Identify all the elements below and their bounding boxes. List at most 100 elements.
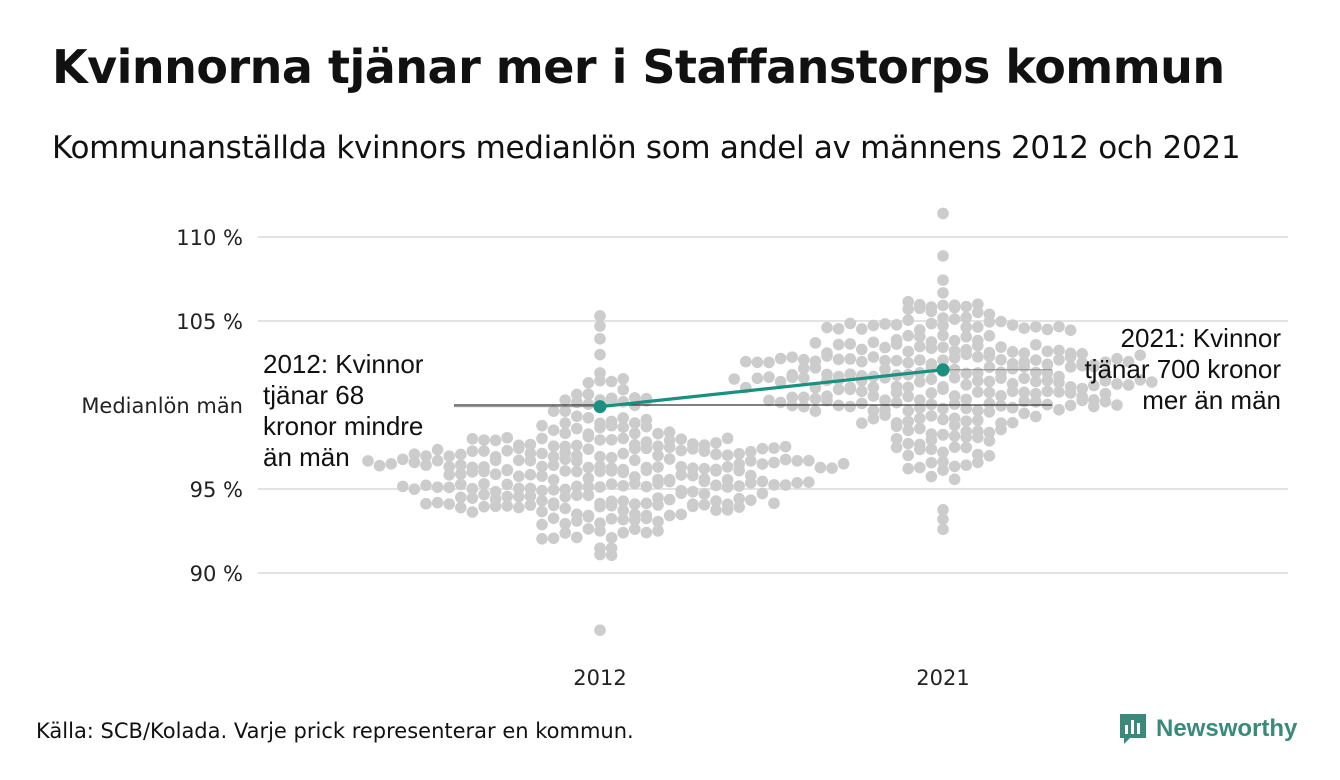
municipality-dot [617,466,629,479]
municipality-dot [408,456,421,469]
annotation-2012-line: kronor mindre [263,411,423,441]
municipality-dot [547,474,560,486]
municipality-dot [983,375,996,388]
municipality-dot [605,512,618,525]
municipality-dot [559,527,571,539]
brand-name: Newsworthy [1156,715,1298,742]
municipality-dot [914,340,926,353]
municipality-dot [937,287,949,299]
municipality-dot [455,501,467,514]
x-tick-label: 2021 [916,666,969,690]
municipality-dot [513,490,525,503]
municipality-dot [629,417,641,429]
municipality-dot [629,523,641,535]
municipality-dot [1030,410,1042,423]
municipality-dot [582,398,595,411]
municipality-dot [1006,346,1019,358]
municipality-dot [733,492,745,505]
axis-labels: 90 % 95 % 105 % 110 % Medianlön män 2012 2021 2… [81,226,1281,690]
municipality-dot [1076,347,1088,360]
municipality-dot [774,352,787,365]
municipality-dot [751,372,764,385]
municipality-dot [879,318,891,330]
municipality-dot [925,398,938,411]
municipality-dot [902,345,914,358]
municipality-dot [983,450,996,462]
municipality-dot [995,372,1007,384]
municipality-dot [455,491,467,504]
brand-logo[interactable]: Newsworthy [1118,712,1297,746]
municipality-dot [617,421,629,433]
municipality-dot [455,468,467,480]
municipality-dot [617,526,629,539]
municipality-dot [914,443,926,456]
municipality-dot [663,509,676,522]
municipality-dot [617,383,629,396]
municipality-dot [605,433,618,446]
municipality-dot [663,441,676,454]
municipality-dot [687,443,699,455]
municipality-dot [983,386,996,399]
municipality-dot [1041,385,1054,398]
municipality-dot [890,338,903,350]
municipality-dot [774,396,787,409]
municipality-dot [547,405,560,417]
municipality-dot [710,495,722,507]
municipality-dot [1030,387,1042,400]
municipality-dot [571,531,583,544]
municipality-dot [879,341,891,354]
municipality-dot [594,374,606,387]
municipality-dot [466,445,479,457]
municipality-dot [763,394,775,407]
municipality-dot [559,502,571,515]
municipality-dot [547,459,560,472]
municipality-dot [856,355,868,368]
municipality-dot [455,448,467,461]
municipality-dot [798,353,810,366]
municipality-dot [925,305,938,318]
municipality-dot [733,464,745,477]
municipality-dot [431,481,444,493]
municipality-dot [960,367,972,380]
municipality-dot [617,495,629,507]
municipality-dot [1006,362,1019,375]
municipality-dot [937,299,949,312]
municipality-dot [972,431,984,444]
municipality-dot [948,371,961,384]
municipality-dot [972,386,984,398]
municipality-dot [489,500,502,513]
municipality-dot [582,461,595,474]
municipality-dot [559,394,571,406]
municipality-dot [640,497,653,510]
municipality-dot [1099,395,1112,408]
municipality-dot [745,445,757,458]
municipality-dot [721,449,734,462]
municipality-dot [721,481,734,493]
municipality-dot [972,351,984,363]
municipality-dot [779,479,792,491]
municipality-dot [960,402,972,415]
municipality-dot [698,475,711,488]
municipality-dot [524,490,537,502]
municipality-dot [937,446,949,459]
municipality-dot [1006,319,1019,331]
municipality-dot [605,451,618,464]
municipality-dot [721,432,734,445]
municipality-dot [890,354,903,367]
municipality-dot [443,481,456,494]
municipality-dot [890,420,903,433]
municipality-dot [501,444,513,457]
reference-line-label: Medianlön män [81,394,243,418]
municipality-dot [1006,385,1019,398]
municipality-dot [1122,379,1135,391]
municipality-dot [652,440,664,452]
municipality-dot [948,419,961,432]
municipality-dot [1018,347,1030,360]
municipality-dot [1134,349,1146,361]
municipality-dot [478,434,490,446]
y-tick-label: 90 % [190,562,243,586]
municipality-dot [536,505,548,518]
municipality-dot [501,431,513,444]
municipality-dot [960,321,972,333]
municipality-dot [582,443,595,455]
